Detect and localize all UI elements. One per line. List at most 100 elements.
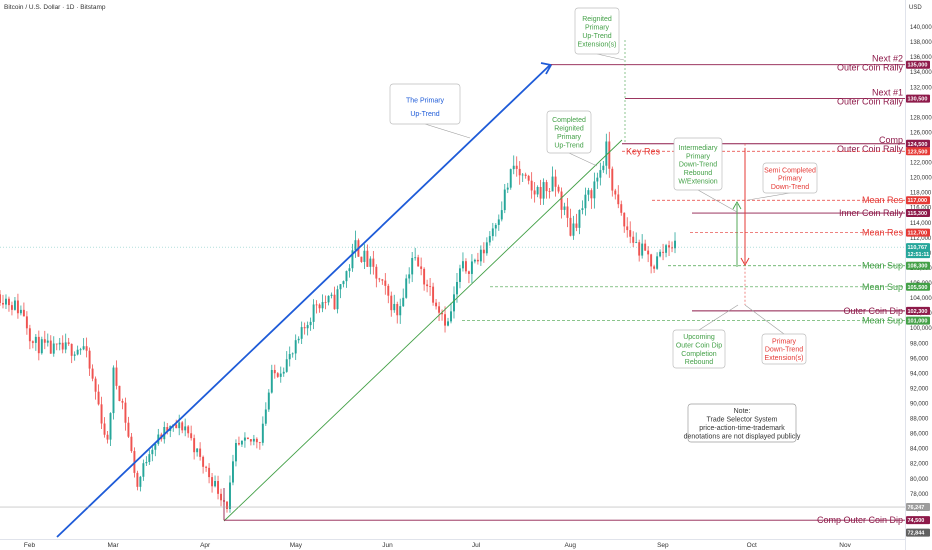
candle-body bbox=[234, 443, 237, 462]
candle-body bbox=[354, 240, 357, 251]
upcoming-dip-callout-pointer bbox=[698, 304, 739, 331]
candle-body bbox=[375, 266, 378, 279]
price-tick-label: 116,000 bbox=[910, 206, 932, 212]
price-tag-mean-res-2-bg bbox=[906, 228, 930, 237]
upcoming-dip-callout-box bbox=[672, 329, 726, 369]
candle-body bbox=[530, 180, 533, 191]
candle-body bbox=[545, 182, 548, 192]
price-tick-label: 96,000 bbox=[910, 356, 929, 362]
misc-price-tag-bg bbox=[906, 503, 930, 512]
candle-body bbox=[653, 266, 656, 269]
label-comp-outer-coin-rally: Outer Coin Rally bbox=[837, 144, 904, 154]
price-tag-comp-outer-dip-bg bbox=[906, 516, 930, 525]
label-mean-sup-2: Mean Sup bbox=[862, 282, 903, 292]
grid bbox=[0, 0, 906, 550]
candle-body bbox=[611, 168, 614, 191]
candle-body bbox=[414, 257, 417, 259]
price-tick-label: 92,000 bbox=[910, 386, 929, 392]
label-next1-outer-coin-rally: Outer Coin Rally bbox=[837, 97, 904, 107]
candle-body bbox=[175, 424, 178, 429]
price-tag-next1: 130,500 bbox=[908, 97, 928, 103]
candle-body bbox=[13, 300, 16, 310]
candle-body bbox=[166, 427, 169, 431]
candle-body bbox=[261, 423, 264, 443]
label-next2: Next #2 bbox=[872, 54, 903, 64]
candle-body bbox=[626, 226, 629, 231]
candle-body bbox=[318, 304, 321, 309]
intermediary-callout-box bbox=[673, 137, 723, 191]
price-tick-label: 104,000 bbox=[910, 296, 932, 302]
price-tag-mean-sup-2: 105,500 bbox=[908, 285, 928, 291]
note-box-line: Note: bbox=[734, 408, 751, 415]
time-axis[interactable]: Feb Mar Apr May Jun Jul Aug Sep Oct Nov bbox=[24, 542, 852, 549]
time-tick-label: Jun bbox=[382, 542, 393, 549]
candle-body bbox=[345, 271, 348, 282]
candle-body bbox=[423, 268, 426, 285]
candle-body bbox=[557, 186, 560, 192]
candlesticks bbox=[0, 131, 676, 513]
primary-uptrend-callout: The Primary Up-Trend bbox=[389, 83, 471, 139]
price-tag-comp-outer-rally-bg bbox=[906, 139, 930, 148]
candle-body bbox=[665, 245, 668, 253]
candle-body bbox=[34, 336, 37, 343]
price-tag-next1-bg bbox=[906, 94, 930, 103]
candle-body bbox=[366, 250, 369, 267]
candle-body bbox=[363, 250, 366, 262]
candle-body bbox=[70, 343, 73, 356]
price-tag-next2-bg bbox=[906, 60, 930, 69]
candle-body bbox=[46, 340, 49, 343]
reignited-extension-callout-box bbox=[574, 7, 620, 55]
candle-body bbox=[321, 302, 324, 309]
candle-body bbox=[121, 400, 124, 403]
candle-body bbox=[476, 259, 479, 262]
time-tick-label: Feb bbox=[24, 542, 36, 549]
candle-body bbox=[464, 261, 467, 272]
candle-body bbox=[184, 426, 187, 431]
candle-body bbox=[623, 212, 626, 227]
candle-body bbox=[76, 349, 79, 355]
completed-reignited-callout-pointer bbox=[568, 152, 598, 167]
candle-body bbox=[497, 219, 500, 225]
candle-body bbox=[327, 295, 330, 303]
candle-body bbox=[211, 477, 214, 487]
candle-body bbox=[73, 354, 76, 356]
candle-body bbox=[16, 300, 19, 314]
note-box-box bbox=[687, 403, 797, 443]
primary-uptrend-line bbox=[56, 64, 551, 538]
candle-body bbox=[659, 251, 662, 257]
candle-body bbox=[542, 182, 545, 199]
price-tag-comp-outer-dip: 74,500 bbox=[908, 518, 925, 524]
price-tag-inner-coin-rally: 115,300 bbox=[908, 211, 928, 217]
intermediary-callout-pointer bbox=[697, 189, 738, 213]
price-axis[interactable]: 76,00078,00080,00082,00084,00086,00088,0… bbox=[906, 25, 932, 537]
candle-body bbox=[106, 434, 109, 440]
candle-body bbox=[405, 278, 408, 298]
candle-body bbox=[518, 168, 521, 176]
candle-body bbox=[142, 463, 145, 477]
candle-body bbox=[37, 336, 40, 354]
candle-body bbox=[494, 224, 497, 229]
candle-body bbox=[0, 294, 1, 303]
candle-body bbox=[22, 309, 25, 317]
candle-body bbox=[629, 230, 632, 237]
candle-body bbox=[432, 286, 435, 303]
candle-body bbox=[470, 261, 473, 274]
candle-body bbox=[264, 409, 267, 424]
price-tick-label: 80,000 bbox=[910, 477, 929, 483]
semi-completed-callout-line: Down-Trend bbox=[771, 184, 809, 191]
candle-body bbox=[641, 243, 644, 256]
candle-body bbox=[282, 371, 285, 374]
candle-body bbox=[351, 250, 354, 269]
downtrend-extension-callout-line: Primary bbox=[772, 338, 797, 345]
candle-body bbox=[100, 404, 103, 424]
candle-body bbox=[196, 448, 199, 453]
candle-body bbox=[28, 328, 31, 342]
candle-body bbox=[503, 189, 506, 211]
candle-body bbox=[309, 321, 312, 326]
reignited-extension-callout-line: Up-Trend bbox=[582, 33, 611, 40]
candle-body bbox=[551, 176, 554, 192]
candle-body bbox=[584, 194, 587, 209]
